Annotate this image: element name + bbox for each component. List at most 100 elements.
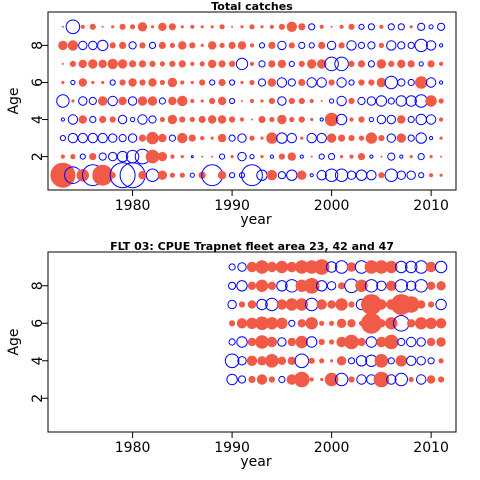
bubble-negative: [127, 133, 138, 143]
bubble-positive: [348, 301, 355, 308]
bubble-positive: [78, 78, 88, 87]
bubble-negative: [324, 56, 339, 72]
bubble-positive: [298, 97, 305, 105]
bubble-positive: [109, 116, 116, 123]
bubble-positive: [439, 136, 443, 140]
bubble-positive: [324, 112, 339, 127]
bubble-positive: [236, 318, 248, 329]
bubble-positive: [199, 61, 205, 67]
bubble-positive: [190, 61, 195, 66]
bubble-negative: [226, 373, 238, 386]
bubble-positive: [247, 300, 257, 309]
bubble-negative: [88, 96, 97, 106]
bubble-negative: [228, 134, 236, 142]
bubble-negative: [241, 164, 263, 187]
bubble-positive: [200, 43, 204, 48]
bubble-negative: [434, 260, 448, 274]
bubble-negative: [425, 114, 437, 125]
bubble-negative: [128, 41, 137, 50]
bubble-positive: [177, 95, 188, 107]
bubble-positive: [158, 133, 167, 143]
bubble-negative: [336, 77, 347, 88]
bubble-positive: [61, 62, 64, 65]
bubble-negative: [277, 96, 287, 106]
bubble-negative: [286, 169, 298, 181]
bubble-positive: [286, 21, 297, 32]
bubble-positive: [190, 80, 194, 85]
bubble-positive: [266, 336, 278, 348]
bubble-negative: [399, 154, 404, 159]
bubble-negative: [59, 135, 67, 142]
bubble-positive: [98, 96, 108, 106]
bubble-positive: [210, 25, 214, 29]
bubble-negative: [375, 95, 388, 107]
bubble-negative: [286, 132, 297, 144]
bubble-positive: [287, 356, 296, 365]
bubble-positive: [397, 115, 406, 124]
bubble-positive: [201, 155, 204, 158]
bubble-positive: [209, 97, 216, 105]
bubble-positive: [326, 133, 337, 143]
bubble-positive: [379, 24, 384, 29]
bubble-positive: [266, 132, 278, 144]
bubble-positive: [294, 371, 310, 388]
bubble-layer: [50, 19, 446, 189]
bubble-positive: [237, 41, 247, 50]
bubble-negative: [287, 78, 296, 87]
bubble-positive: [289, 116, 295, 123]
bubble-negative: [348, 79, 355, 86]
bubble-positive: [119, 23, 126, 30]
bubble-positive: [249, 79, 255, 86]
y-tick-label: 6: [30, 319, 46, 328]
bubble-positive: [338, 282, 346, 290]
bubble-positive: [200, 136, 205, 141]
bubble-negative: [148, 115, 157, 124]
bubble-negative: [415, 132, 427, 144]
bubble-positive: [288, 42, 295, 49]
bubble-negative: [118, 134, 127, 143]
bubble-positive: [265, 317, 279, 330]
bubble-positive: [318, 338, 325, 346]
y-tick-label: 2: [30, 394, 46, 403]
bubble-negative: [67, 114, 79, 125]
bubble-negative: [108, 133, 118, 143]
bubble-positive: [425, 95, 437, 107]
bubble-negative: [334, 372, 349, 387]
bubble-negative: [356, 374, 367, 385]
bubble-negative: [355, 355, 368, 367]
bubble-positive: [138, 60, 147, 68]
bubble-negative: [358, 23, 365, 30]
bubble-negative: [306, 77, 317, 88]
bubble-positive: [407, 60, 415, 68]
bubble-negative: [79, 153, 86, 160]
bubble-positive: [338, 134, 346, 142]
bubble-positive: [149, 60, 156, 67]
bubble-positive: [99, 115, 107, 124]
bubble-positive: [159, 61, 165, 67]
bubble-negative: [415, 113, 427, 126]
bubble-positive: [336, 318, 347, 328]
bubble-positive: [439, 173, 443, 177]
bubble-negative: [395, 95, 407, 107]
bubble-positive: [101, 25, 104, 28]
bubble-positive: [298, 78, 306, 87]
bubble-negative: [107, 95, 118, 107]
bubble-negative: [324, 168, 339, 182]
bubble-negative: [387, 152, 396, 161]
bubble-negative: [316, 280, 328, 292]
x-tick-label: 2010: [413, 198, 449, 214]
bubble-negative: [306, 336, 318, 348]
bubble-positive: [249, 61, 255, 66]
bubble-negative: [386, 114, 396, 125]
bubble-negative: [56, 94, 70, 108]
bubble-positive: [217, 133, 227, 143]
bubble-positive: [80, 24, 85, 29]
bubble-negative: [77, 132, 89, 144]
bubble-positive: [240, 80, 244, 85]
bubble-positive: [158, 22, 167, 31]
bubble-negative: [328, 153, 336, 161]
bubble-negative: [127, 96, 138, 106]
bubble-negative: [78, 40, 88, 51]
bubble-negative: [168, 134, 176, 142]
bubble-positive: [88, 59, 98, 69]
